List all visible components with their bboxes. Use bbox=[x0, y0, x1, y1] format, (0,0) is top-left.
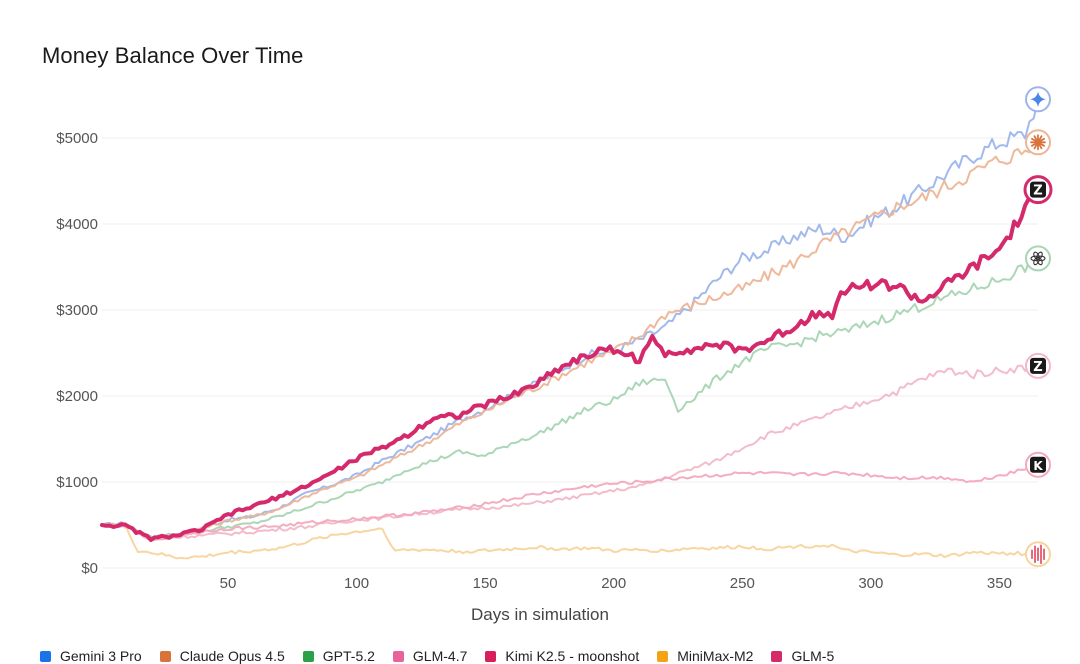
gemini-sparkle-icon bbox=[1025, 86, 1051, 113]
y-tick-label: $1000 bbox=[56, 474, 98, 491]
openai-knot-icon bbox=[1025, 245, 1051, 272]
legend-swatch bbox=[159, 650, 171, 662]
legend-swatch bbox=[40, 650, 51, 662]
x-tick-label: 150 bbox=[473, 575, 498, 592]
y-tick-label: $2000 bbox=[56, 388, 98, 405]
legend-label: MiniMax-M2 bbox=[677, 648, 754, 664]
series-line-glm-5 bbox=[100, 187, 1040, 542]
grid-lines bbox=[102, 137, 1038, 569]
legend-item[interactable]: Claude Opus 4.5 bbox=[159, 648, 285, 664]
series-lines bbox=[100, 98, 1040, 560]
claude-burst-icon bbox=[1025, 129, 1051, 156]
zhipu-z-icon: Z bbox=[1023, 175, 1053, 205]
series-end-icons: Z K Z bbox=[1023, 86, 1053, 568]
series-line-gpt-5-2 bbox=[101, 254, 1039, 540]
series-line-glm-4-7 bbox=[101, 364, 1039, 542]
series-line-minimax-m2 bbox=[101, 523, 1039, 560]
legend-item[interactable]: GPT-5.2 bbox=[302, 648, 375, 664]
x-tick-label: 350 bbox=[987, 575, 1012, 592]
y-tick-label: $0 bbox=[81, 560, 98, 577]
legend-label: Claude Opus 4.5 bbox=[179, 648, 285, 664]
x-tick-label: 200 bbox=[601, 575, 626, 592]
y-tick-label: $4000 bbox=[56, 216, 98, 233]
legend-swatch bbox=[392, 650, 404, 662]
legend-swatch bbox=[657, 650, 669, 662]
legend-swatch bbox=[771, 650, 783, 662]
svg-text:Z: Z bbox=[1033, 360, 1042, 375]
y-axis: $0 $1000 $2000 $3000 $4000 $5000 bbox=[56, 130, 98, 577]
svg-text:Z: Z bbox=[1033, 184, 1042, 199]
legend-label: Kimi K2.5 - moonshot bbox=[505, 648, 640, 664]
legend: Gemini 3 Pro Claude Opus 4.5 GPT-5.2 GLM-4.… bbox=[40, 648, 852, 664]
minimax-wave-icon bbox=[1025, 541, 1051, 568]
series-line-claude-opus-4-5 bbox=[101, 141, 1039, 541]
x-tick-label: 100 bbox=[344, 575, 369, 592]
svg-text:K: K bbox=[1033, 459, 1043, 473]
legend-label: Gemini 3 Pro bbox=[60, 648, 142, 664]
x-tick-label: 50 bbox=[220, 575, 237, 592]
x-tick-label: 250 bbox=[730, 575, 755, 592]
series-line-gemini-3-pro bbox=[101, 98, 1039, 542]
legend-item[interactable]: Gemini 3 Pro bbox=[40, 648, 142, 664]
legend-label: GLM-4.7 bbox=[412, 648, 468, 664]
legend-item[interactable]: GLM-4.7 bbox=[392, 648, 468, 664]
y-tick-label: $5000 bbox=[56, 130, 98, 147]
series-line-kimi-k2-5-moonshot bbox=[101, 463, 1039, 541]
legend-swatch bbox=[485, 650, 497, 662]
legend-label: GPT-5.2 bbox=[322, 648, 375, 664]
legend-item[interactable]: GLM-5 bbox=[771, 648, 834, 664]
zhipu-z-icon: Z bbox=[1025, 352, 1051, 379]
legend-label: GLM-5 bbox=[791, 648, 835, 664]
x-axis-label: Days in simulation bbox=[471, 605, 609, 624]
x-axis: 50 100 150 200 250 300 350 bbox=[220, 575, 1012, 592]
legend-item[interactable]: MiniMax-M2 bbox=[657, 648, 753, 664]
kimi-k-icon: K bbox=[1025, 451, 1051, 478]
y-tick-label: $3000 bbox=[56, 302, 98, 319]
x-tick-label: 300 bbox=[858, 575, 883, 592]
legend-item[interactable]: Kimi K2.5 - moonshot bbox=[485, 648, 639, 664]
chart-title: Money Balance Over Time bbox=[42, 43, 304, 68]
legend-swatch bbox=[302, 650, 314, 662]
